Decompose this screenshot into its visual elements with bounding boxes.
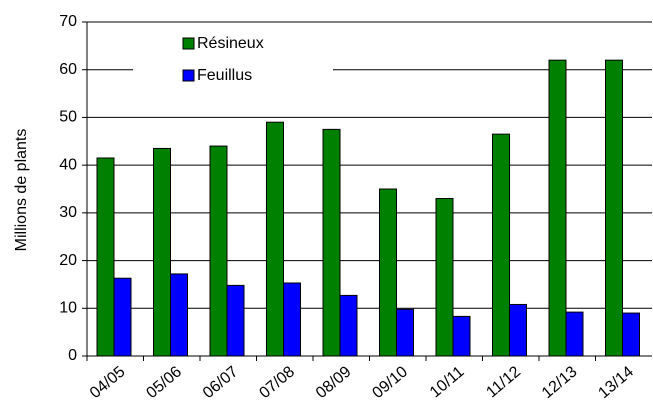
y-tick-label: 70 xyxy=(59,13,77,30)
x-tick-label: 09/10 xyxy=(369,363,411,402)
bar xyxy=(339,294,358,357)
bar xyxy=(113,277,132,357)
x-tick-label: 05/06 xyxy=(143,363,185,402)
x-tick-label: 10/11 xyxy=(427,363,468,401)
x-tick-label: 07/08 xyxy=(256,363,298,402)
legend-label: Feuillus xyxy=(197,67,252,84)
y-tick-label: 50 xyxy=(59,109,77,126)
x-tick-label: 08/09 xyxy=(313,363,355,402)
legend-box xyxy=(133,28,333,94)
y-tick-label: 10 xyxy=(59,300,77,317)
legend-label: Résineux xyxy=(197,35,264,52)
x-tick-label: 12/13 xyxy=(539,363,581,402)
bar xyxy=(170,273,188,357)
bar xyxy=(452,315,471,357)
y-tick-label: 40 xyxy=(59,156,77,173)
x-tick-label: 06/07 xyxy=(200,363,242,402)
bar xyxy=(153,147,171,357)
bar xyxy=(96,157,115,357)
bar xyxy=(435,198,454,357)
bar xyxy=(226,284,245,357)
legend-swatch xyxy=(182,69,195,82)
bar xyxy=(622,312,640,357)
bar xyxy=(492,133,510,357)
bar xyxy=(379,188,397,357)
legend-swatch xyxy=(182,37,195,50)
y-axis-label: Millions de plants xyxy=(13,129,30,252)
bar xyxy=(322,128,341,357)
y-tick-label: 30 xyxy=(59,204,77,221)
bar xyxy=(509,303,527,357)
x-tick-label: 04/05 xyxy=(87,363,129,402)
x-tick-label: 13/14 xyxy=(595,363,637,402)
y-tick-label: 60 xyxy=(59,61,77,78)
bar xyxy=(396,308,414,357)
bar xyxy=(605,59,623,357)
bar xyxy=(283,282,301,357)
bar xyxy=(548,59,567,357)
y-tick-label: 0 xyxy=(68,347,77,364)
bar xyxy=(266,121,284,357)
x-tick-label: 11/12 xyxy=(483,363,524,401)
bar xyxy=(565,311,584,357)
y-tick-label: 20 xyxy=(59,252,77,269)
bar xyxy=(209,145,228,357)
